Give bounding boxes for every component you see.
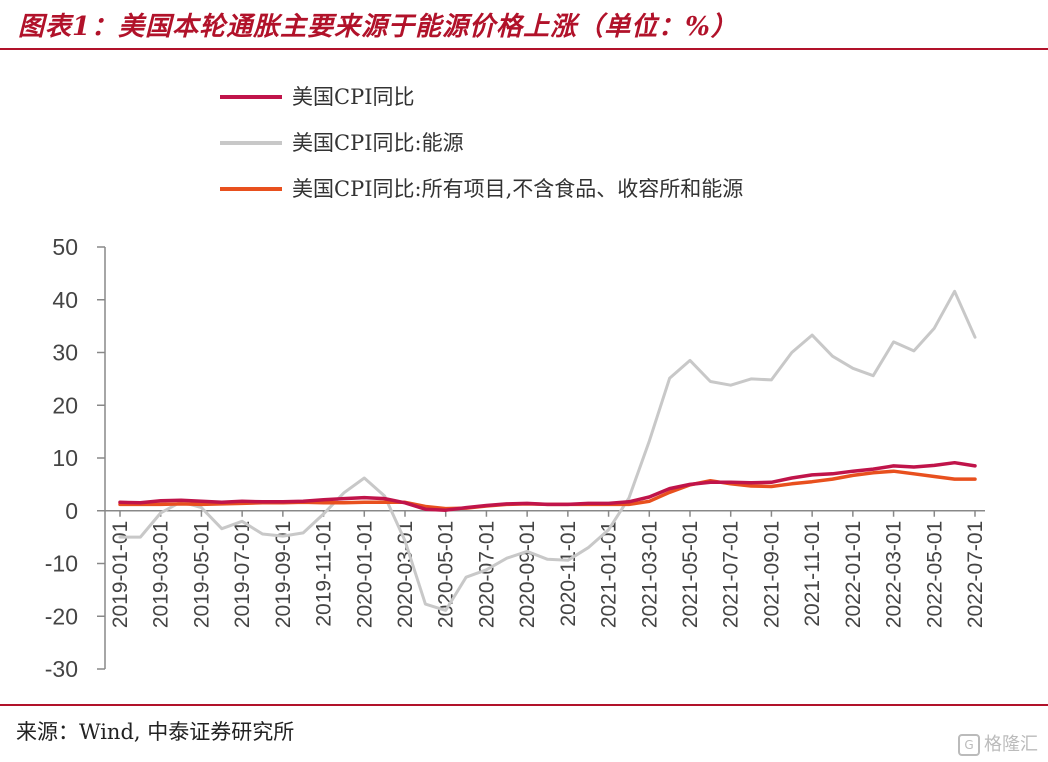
x-tick-label: 2022-07-01 — [964, 521, 987, 628]
x-tick-label: 2021-11-01 — [801, 521, 824, 627]
x-tick-label: 2021-03-01 — [638, 521, 661, 628]
x-tick-label: 2019-11-01 — [313, 521, 336, 627]
y-tick-label: 50 — [52, 234, 78, 260]
legend-label: 美国CPI同比:所有项目,不含食品、收容所和能源 — [292, 177, 743, 201]
y-tick-label: -20 — [45, 603, 78, 629]
watermark-logo-icon: G — [958, 734, 980, 756]
x-tick-label: 2019-03-01 — [150, 521, 173, 628]
y-tick-label: 40 — [52, 287, 78, 313]
top-rule — [0, 48, 1048, 50]
chart-title: 图表1：美国本轮通胀主要来源于能源价格上涨（单位：%） — [18, 12, 738, 42]
x-tick-label: 2020-05-01 — [435, 521, 458, 628]
y-axis: 50 40 30 20 10 0 -10 -20 -30 — [45, 234, 106, 682]
bottom-rule — [0, 704, 1048, 706]
x-tick-label: 2022-03-01 — [883, 521, 906, 628]
line-chart: 美国CPI同比美国CPI同比:能源美国CPI同比:所有项目,不含食品、收容所和能… — [45, 85, 987, 682]
legend: 美国CPI同比美国CPI同比:能源美国CPI同比:所有项目,不含食品、收容所和能… — [220, 85, 743, 201]
x-tick-label: 2021-07-01 — [720, 521, 743, 628]
series-lines — [118, 289, 977, 612]
source-note: 来源：Wind, 中泰证券研究所 — [16, 720, 295, 744]
series-line — [118, 289, 977, 612]
y-tick-label: 0 — [65, 498, 78, 524]
x-tick-label: 2019-01-01 — [109, 521, 132, 628]
x-tick-label: 2021-05-01 — [679, 521, 702, 628]
x-tick-label: 2019-05-01 — [190, 521, 213, 628]
x-tick-label: 2021-01-01 — [598, 521, 621, 628]
x-tick-label: 2021-09-01 — [760, 521, 783, 628]
x-tick-label: 2020-11-01 — [557, 521, 580, 627]
x-tick-label: 2019-09-01 — [272, 521, 295, 628]
legend-label: 美国CPI同比 — [292, 85, 415, 109]
y-tick-label: -30 — [45, 656, 78, 682]
x-tick-label: 2019-07-01 — [231, 521, 254, 628]
watermark-text: 格隆汇 — [984, 734, 1038, 755]
y-tick-label: 30 — [52, 340, 78, 366]
x-tick-label: 2020-07-01 — [475, 521, 498, 628]
y-tick-label: 20 — [52, 392, 78, 418]
watermark: G 格隆汇 — [958, 730, 1038, 756]
y-tick-label: 10 — [52, 445, 78, 471]
x-tick-label: 2022-05-01 — [923, 521, 946, 628]
x-tick-label: 2022-01-01 — [842, 521, 865, 628]
y-tick-label: -10 — [45, 551, 78, 577]
series-line — [118, 460, 977, 512]
x-tick-label: 2020-01-01 — [353, 521, 376, 628]
legend-label: 美国CPI同比:能源 — [292, 131, 464, 155]
x-tick-label: 2020-03-01 — [394, 521, 417, 628]
x-axis: 2019-01-01 2019-03-01 2019-05-01 2019-07-01… — [105, 510, 987, 628]
x-tick-label: 2020-09-01 — [516, 521, 539, 628]
